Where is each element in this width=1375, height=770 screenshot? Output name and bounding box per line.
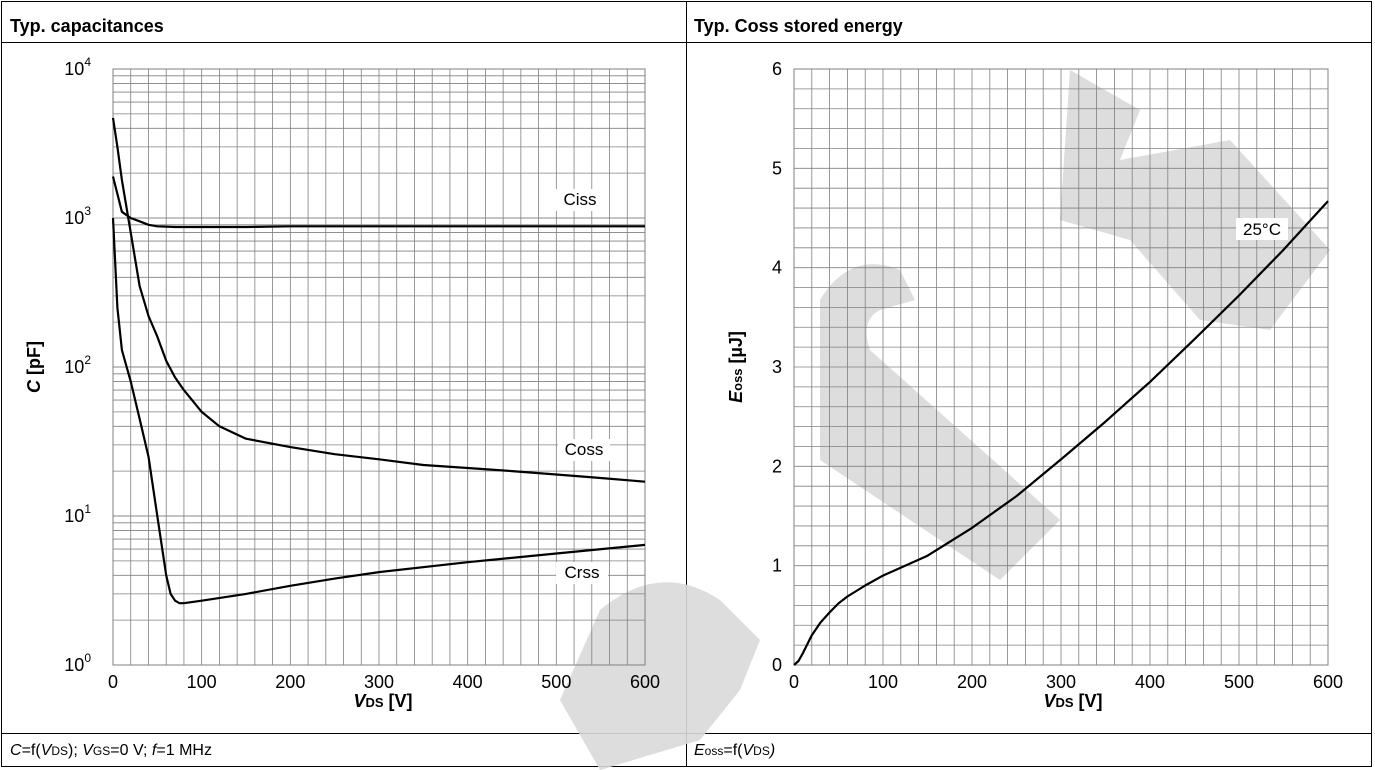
caption-v-symbol: V [82,742,93,759]
x-tick-label: 500 [1224,672,1254,692]
caption-c-symbol: C [10,742,22,759]
caption-text: ) [769,742,776,759]
x-tick-label: 300 [1046,672,1076,692]
axis-subscript: oss [730,368,745,390]
x-tick-label: 0 [789,672,799,692]
watermark-shape [820,264,1060,580]
y-tick-label: 2 [772,456,782,476]
series-line-25c [793,200,1329,666]
caption-subscript: DS [753,744,770,758]
watermark-shape [1060,70,1330,330]
y-tick-exponent: 2 [84,353,91,367]
y-tick-exponent: 4 [84,55,91,69]
axis-unit: [V] [384,691,413,711]
axis-unit: [V] [1074,691,1103,711]
x-tick-label: 600 [630,672,660,692]
y-tick-label: 1 [772,556,782,576]
right-panel-caption: Eoss=f(VDS) [694,742,775,760]
axis-subscript: DS [1055,695,1073,710]
x-tick-label: 200 [275,672,305,692]
y-tick-label: 104 [64,55,91,79]
series-line-crss [111,217,646,605]
plot-border [112,68,646,666]
right-panel-title: Typ. Coss stored energy [694,16,903,36]
plot-border [793,68,1329,666]
x-tick-label: 100 [868,672,898,692]
x-tick-label: 200 [957,672,987,692]
series-label-crss: Crss [565,563,600,582]
caption-subscript: GS [92,744,111,758]
caption-subscript: oss [704,744,724,758]
caption-text: ); [68,742,83,759]
y-tick-exponent: 3 [84,204,91,218]
axis-symbol: V [1043,691,1057,711]
series-label-coss: Coss [565,440,604,459]
x-tick-label: 300 [364,672,394,692]
axis-unit: [µJ] [726,331,746,368]
y-tick-exponent: 1 [84,502,91,516]
y-tick-label: 4 [772,258,782,278]
series-label-25c: 25°C [1243,220,1281,239]
y-tick-label: 100 [64,651,91,675]
left-panel-title: Typ. capacitances [10,16,164,36]
caption-text: =1 MHz [156,742,212,759]
series-label-bg [1236,218,1288,240]
x-tick-label: 500 [541,672,571,692]
y-tick-label: 0 [772,655,782,675]
x-tick-label: 400 [1135,672,1165,692]
y-tick-label: 6 [772,59,782,79]
x-tick-label: 100 [187,672,217,692]
y-tick-label: 103 [64,204,91,228]
y-tick-label: 102 [64,353,91,377]
axis-symbol: C [24,379,44,393]
axis-symbol: E [726,390,746,403]
x-axis-label: VDS [V] [1043,691,1102,711]
axis-symbol: V [353,691,367,711]
axis-unit: [pF] [24,341,44,380]
x-axis-label: VDS [V] [353,691,412,711]
y-axis-label: C [pF] [24,341,44,393]
series-line-ciss [111,176,645,229]
series-label-bg [556,562,608,584]
caption-text: =0 V; [110,742,152,759]
y-axis-label: Eoss [µJ] [726,331,746,403]
left-panel-caption: C=f(VDS); VGS=0 V; f=1 MHz [10,742,212,760]
series-line-coss [111,117,646,483]
caption-subscript: DS [51,744,69,758]
y-tick-exponent: 0 [84,651,91,665]
caption-f-symbol: f [151,742,157,759]
caption-v-symbol: V [742,742,754,759]
y-tick-label: 3 [772,357,782,377]
panel-divider [686,1,687,767]
series-label-bg [554,189,606,211]
caption-v-symbol: V [40,742,52,759]
x-tick-label: 600 [1313,672,1343,692]
axis-subscript: DS [365,695,383,710]
x-tick-label: 400 [453,672,483,692]
y-tick-label: 5 [772,158,782,178]
caption-text: =f( [723,742,743,759]
caption-text: =f( [21,742,41,759]
watermark-shape [560,582,760,770]
y-tick-label: 101 [64,502,91,526]
caption-e-symbol: E [694,742,705,759]
x-tick-label: 0 [108,672,118,692]
series-label-ciss: Ciss [563,190,596,209]
energy-chart: 0 100 200 300 400 500 600 0 1 2 3 4 5 6 VDS [V] Eoss [µ… [726,59,1343,711]
watermark-logo [560,70,1330,770]
series-label-bg [558,439,610,461]
